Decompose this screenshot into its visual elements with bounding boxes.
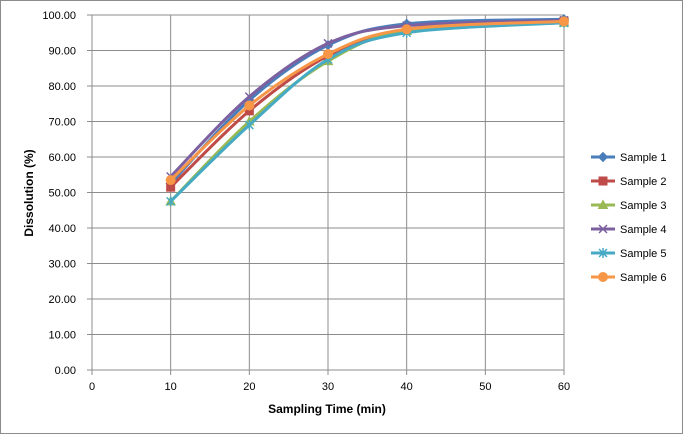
legend-marker [597,199,609,209]
legend-item-3: Sample 3 [591,199,666,212]
legend-marker [598,176,608,186]
y-tick-label: 60.00 [48,152,76,164]
series-6-point [244,100,255,111]
legend-label: Sample 4 [620,224,666,236]
y-tick-label: 70.00 [48,117,76,129]
y-tick-label: 80.00 [48,81,76,93]
series-5-line [169,21,565,203]
x-tick-label: 40 [401,381,413,393]
series-5-point [244,120,254,131]
legend-label: Sample 1 [620,152,666,164]
series [165,14,570,207]
legend-marker [598,248,608,258]
series-6-line [169,19,565,182]
series-6-point [165,175,176,186]
legend-item-2: Sample 2 [591,176,666,188]
y-tick-label: 30.00 [48,259,76,271]
gridlines [92,14,565,370]
legend-item-1: Sample 1 [591,151,666,164]
series-5 [166,17,569,207]
legend-label: Sample 5 [620,248,666,260]
y-tick-label: 90.00 [48,46,76,58]
x-tick-label: 50 [479,381,491,393]
y-tick-label: 50.00 [48,188,76,200]
legend-marker [598,272,608,282]
legend-item-4: Sample 4 [591,224,666,236]
x-tick-label: 60 [558,381,570,393]
legend-item-5: Sample 5 [591,248,666,260]
series-6-point [401,24,412,35]
legend-marker [598,224,608,234]
y-tick-label: 40.00 [48,223,76,235]
legend-item-6: Sample 6 [591,272,666,284]
legend-label: Sample 2 [620,176,666,188]
legend: Sample 1 Sample 2 Sample 3 Sample 4 Sample 5… [591,151,666,284]
series-3 [165,17,570,206]
x-axis-title: Sampling Time (min) [268,402,386,416]
series-2 [166,16,569,192]
x-tick-label: 10 [165,381,177,393]
series-4-point [323,38,333,48]
series-1-line [169,17,565,185]
series-4-point [244,92,254,102]
x-tick-label: 0 [89,381,95,393]
series-6 [165,16,569,186]
y-tick-label: 100.00 [42,10,76,22]
x-tick-label: 30 [322,381,334,393]
legend-marker [597,151,609,163]
y-tick-label: 0.00 [55,365,76,377]
series-5-point [166,196,176,207]
series-6-point [323,49,333,60]
series-2-line [169,19,565,189]
series-3-line [169,21,565,203]
y-tick-label: 20.00 [48,294,76,306]
series-6-point [559,16,569,27]
x-tick-label: 20 [243,381,255,393]
legend-label: Sample 3 [620,200,666,212]
axes: 0 10 20 30 40 50 60 0.00 10.00 20.00 30.00 40.00 50.… [42,10,570,393]
legend-label: Sample 6 [620,272,666,284]
series-4-line [169,18,565,178]
y-axis-title: Dissolution (%) [22,149,36,236]
y-tick-label: 10.00 [48,330,76,342]
